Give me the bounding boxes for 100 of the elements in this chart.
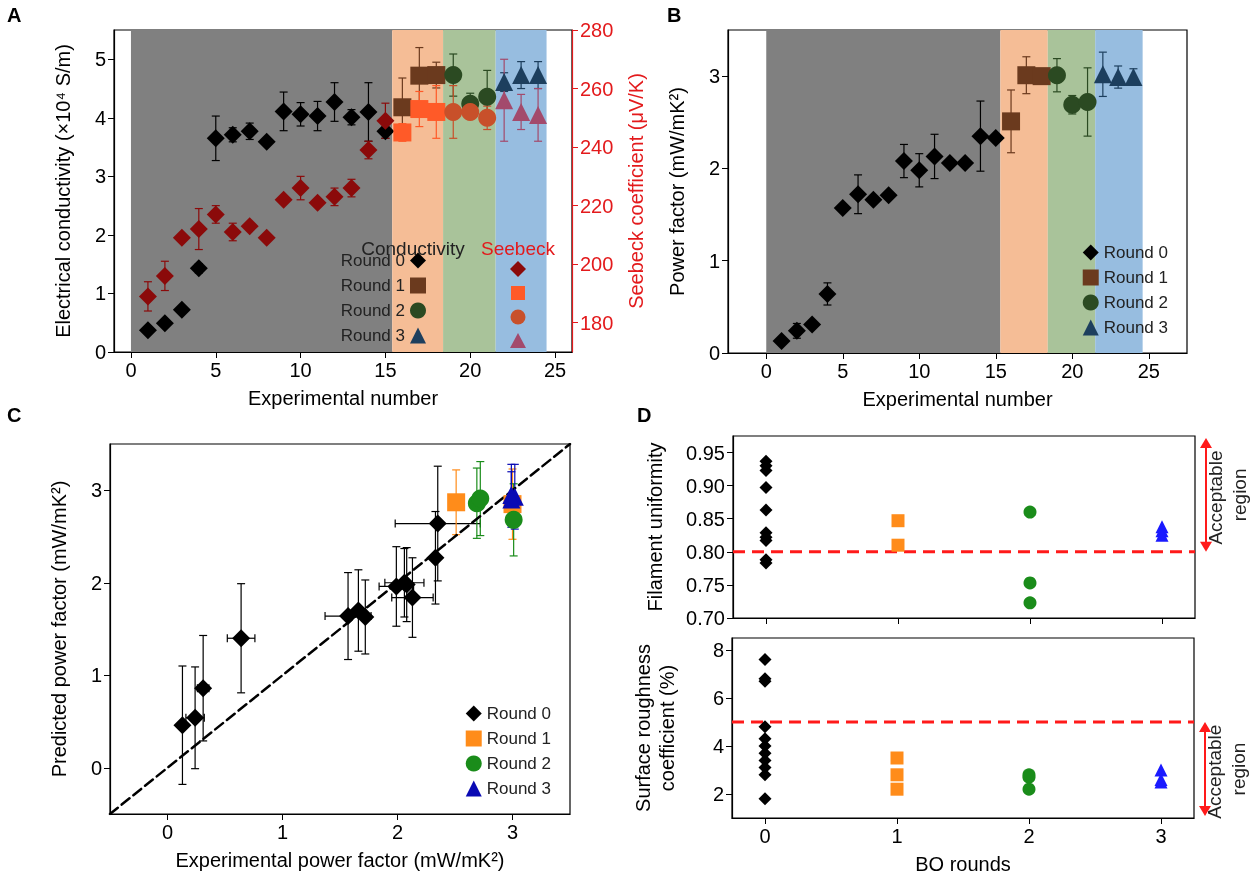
x-tick-label: 15 bbox=[984, 360, 1007, 382]
y2-tick-label: 200 bbox=[580, 253, 614, 276]
point bbox=[172, 228, 191, 247]
point bbox=[849, 185, 868, 204]
point bbox=[393, 98, 412, 117]
legend-label: Round 1 bbox=[486, 729, 552, 748]
y-tick-label: 0.85 bbox=[686, 507, 725, 530]
point bbox=[956, 153, 975, 172]
chart-title: B bbox=[667, 4, 682, 26]
point bbox=[232, 629, 251, 648]
x-tick-label: 10 bbox=[289, 359, 312, 381]
point bbox=[1002, 112, 1021, 131]
point bbox=[1023, 596, 1037, 610]
legend-label: Round 3 bbox=[486, 779, 552, 798]
point bbox=[155, 266, 174, 285]
point bbox=[206, 205, 225, 224]
y2-tick-label: 280 bbox=[580, 19, 614, 41]
y-tick-label: 3 bbox=[90, 479, 102, 502]
point bbox=[274, 102, 293, 121]
point bbox=[223, 222, 242, 241]
x-tick-label: 5 bbox=[837, 360, 849, 382]
point bbox=[772, 332, 791, 350]
point bbox=[342, 108, 361, 127]
y-tick-label: 4 bbox=[94, 106, 106, 129]
point bbox=[925, 147, 944, 166]
x-axis-title: Experimental number bbox=[862, 388, 1053, 410]
point bbox=[890, 782, 904, 796]
point bbox=[1154, 763, 1168, 777]
x-tick-label: 15 bbox=[374, 359, 397, 381]
point bbox=[891, 538, 905, 552]
point bbox=[172, 300, 191, 319]
point bbox=[1109, 68, 1128, 87]
point bbox=[759, 481, 773, 495]
point bbox=[356, 607, 375, 626]
y2-axis-title: Seebeck coefficient (μV/K) bbox=[625, 73, 648, 309]
point bbox=[342, 179, 361, 198]
legend-label: Round 1 bbox=[340, 276, 405, 295]
y2-tick-label: 260 bbox=[580, 77, 614, 100]
point bbox=[194, 679, 213, 698]
point bbox=[189, 259, 208, 278]
legend-label: Round 3 bbox=[1103, 318, 1169, 337]
y-tick-label: 3 bbox=[708, 65, 720, 88]
legend-label: Round 2 bbox=[1103, 293, 1169, 312]
y-tick-label: 2 bbox=[712, 783, 724, 805]
point bbox=[1047, 66, 1066, 85]
y-tick-label: 0.70 bbox=[686, 607, 725, 629]
x-tick-label: 1 bbox=[891, 825, 903, 847]
point bbox=[512, 102, 531, 121]
chart-title: D bbox=[637, 404, 652, 426]
point bbox=[257, 132, 276, 151]
y-axis-title: Predicted power factor (mW/mK²) bbox=[48, 480, 70, 778]
point bbox=[359, 102, 378, 121]
point bbox=[189, 220, 208, 239]
point bbox=[879, 186, 898, 205]
legend-label: Round 2 bbox=[486, 754, 552, 773]
x-tick-label: 0 bbox=[125, 359, 137, 381]
point bbox=[495, 91, 514, 110]
point bbox=[308, 107, 327, 126]
chart-title: C bbox=[7, 404, 22, 426]
point bbox=[478, 87, 497, 106]
legend-label: Round 0 bbox=[1103, 243, 1169, 262]
point bbox=[325, 187, 344, 206]
point bbox=[427, 102, 446, 121]
point bbox=[1023, 576, 1037, 590]
y-tick-label: 0.75 bbox=[686, 573, 725, 596]
x-tick-label: 25 bbox=[543, 359, 567, 381]
x-tick-label: 3 bbox=[1155, 825, 1167, 847]
y-tick-label: 1 bbox=[708, 249, 720, 272]
point bbox=[461, 102, 480, 121]
x-axis-title: Experimental power factor (mW/mK²) bbox=[175, 849, 505, 871]
legend-label: Round 1 bbox=[1103, 268, 1169, 287]
point bbox=[818, 284, 837, 303]
y-axis-title: Filament uniformity bbox=[644, 442, 666, 612]
x-tick-label: 25 bbox=[1137, 360, 1160, 382]
y-tick-label: 1 bbox=[94, 282, 106, 305]
y-axis-title: Surface roughness coefficient (%) bbox=[632, 644, 678, 812]
point bbox=[223, 125, 242, 144]
point bbox=[758, 720, 772, 734]
point bbox=[864, 190, 883, 209]
point bbox=[529, 105, 548, 124]
x-axis-title: BO rounds bbox=[915, 853, 1011, 874]
point bbox=[894, 152, 913, 171]
point bbox=[971, 127, 990, 146]
point bbox=[758, 792, 772, 806]
point bbox=[447, 493, 466, 512]
x-axis-title: Experimental number bbox=[247, 387, 439, 409]
point bbox=[138, 287, 157, 306]
y2-tick-label: 220 bbox=[580, 194, 614, 217]
legend-label: Round 0 bbox=[486, 704, 552, 723]
point bbox=[138, 321, 157, 340]
annotation: Seebeck bbox=[481, 237, 556, 259]
point bbox=[173, 716, 192, 735]
text: Acceptable region bbox=[1203, 719, 1249, 819]
point bbox=[471, 489, 490, 508]
y-tick-label: 2 bbox=[90, 571, 102, 594]
point bbox=[1063, 95, 1082, 114]
legend-label: Round 2 bbox=[340, 301, 405, 320]
point bbox=[206, 129, 225, 148]
point bbox=[274, 190, 293, 209]
y-tick-label: 5 bbox=[94, 48, 106, 71]
